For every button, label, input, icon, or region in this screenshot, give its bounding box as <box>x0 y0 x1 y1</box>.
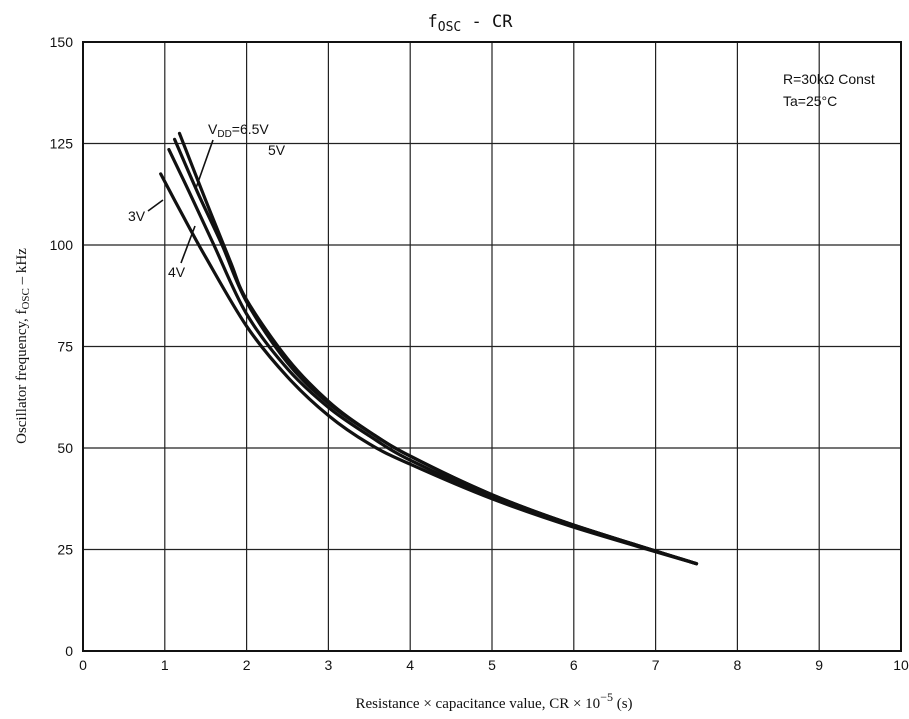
series-lines <box>159 131 699 566</box>
x-tick-label: 10 <box>893 657 909 673</box>
y-tick-label: 125 <box>50 136 74 152</box>
y-tick-label: 100 <box>50 237 74 253</box>
y-tick-label: 75 <box>57 339 73 355</box>
x-tick-label: 1 <box>161 657 169 673</box>
label-6-5v: VDD=6.5V <box>208 121 269 140</box>
leader-3v <box>147 199 164 212</box>
plot-frame <box>82 41 902 652</box>
y-tick-label: 0 <box>65 643 73 659</box>
label-5v: 5V <box>268 142 286 158</box>
x-tick-label: 2 <box>243 657 251 673</box>
x-tick-label: 8 <box>734 657 742 673</box>
series-line-6-5v <box>177 131 699 566</box>
label-3v: 3V <box>128 208 146 224</box>
x-tick-label: 0 <box>79 657 87 673</box>
series-line-4v <box>167 148 699 566</box>
condition-resistance: R=30kΩ Const <box>783 71 875 87</box>
y-tick-labels: 0 25 50 75 100 125 150 <box>50 34 74 659</box>
x-tick-label: 5 <box>488 657 496 673</box>
x-tick-label: 7 <box>652 657 660 673</box>
leader-6-5v <box>195 139 214 189</box>
y-tick-label: 150 <box>50 34 74 50</box>
leader-4v <box>180 225 196 264</box>
series-line-5v <box>173 137 699 566</box>
chart-title: fOSC - CR <box>428 12 514 35</box>
y-axis-label: Oscillator frequency, fOSC – kHz <box>14 248 32 444</box>
x-tick-label: 3 <box>325 657 333 673</box>
y-tick-label: 25 <box>57 542 73 558</box>
grid <box>82 41 902 652</box>
x-axis-label: Resistance × capacitance value, CR × 10−… <box>355 690 632 712</box>
condition-temperature: Ta=25°C <box>783 93 837 109</box>
x-tick-labels: 0 1 2 3 4 5 6 7 8 9 10 <box>79 657 909 673</box>
x-tick-label: 9 <box>815 657 823 673</box>
y-tick-label: 50 <box>57 440 73 456</box>
series-line-3v <box>159 172 699 566</box>
x-tick-label: 4 <box>406 657 414 673</box>
label-4v: 4V <box>168 264 186 280</box>
x-tick-label: 6 <box>570 657 578 673</box>
